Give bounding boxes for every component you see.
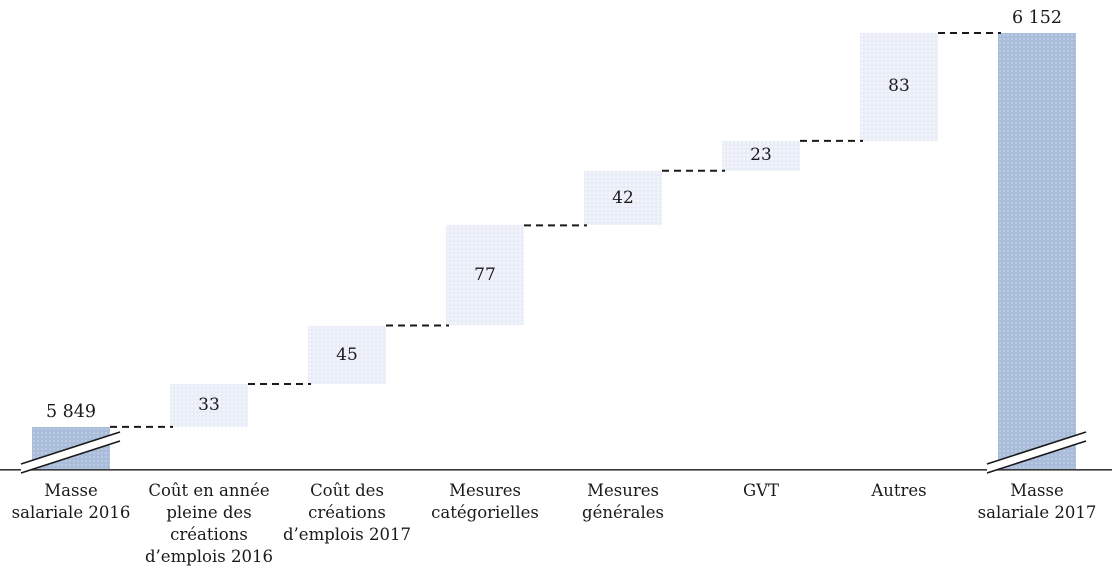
waterfall-bar-2: 33	[170, 384, 248, 427]
category-label-line: d’emplois 2017	[283, 525, 411, 544]
category-label-line: Coût des	[310, 481, 384, 500]
category-label-line: d’emplois 2016	[145, 547, 273, 566]
bar-value-label: 77	[474, 265, 496, 286]
bar-value-label: 45	[336, 344, 358, 365]
category-label-line: Mesures	[449, 481, 521, 500]
bar-value-label: 33	[198, 395, 220, 415]
waterfall-bar-3: 45	[308, 325, 386, 384]
category-label-line: créations	[170, 525, 248, 544]
category-label-line: pleine des	[166, 503, 252, 522]
category-label-7: Autres	[825, 480, 973, 502]
category-label-3: Coût des créations d’emplois 2017	[273, 480, 421, 546]
waterfall-bar-1	[32, 426, 110, 469]
waterfall-bar-5: 42	[584, 170, 662, 226]
category-label-6: GVT	[687, 480, 835, 502]
waterfall-bar-7: 83	[860, 33, 938, 141]
category-label-line: Coût en année	[148, 481, 270, 500]
category-label-line: Mesures	[587, 481, 659, 500]
category-label-4: Mesures catégorielles	[411, 480, 559, 524]
category-label-2: Coût en année pleine des créations d’emploi…	[135, 480, 283, 568]
category-label-line: salariale 2016	[11, 503, 131, 522]
category-label-line: Masse	[44, 481, 98, 500]
total-value-label: 6 152	[1011, 8, 1063, 28]
category-label-line: catégorielles	[431, 503, 539, 522]
category-label-line: Masse	[1010, 481, 1064, 500]
category-label-1: Masse salariale 2016	[0, 480, 145, 524]
category-label-line: créations	[308, 503, 386, 522]
total-value-label: 5 849	[45, 401, 97, 422]
category-label-line: Autres	[871, 481, 927, 500]
category-label-line: salariale 2017	[977, 503, 1097, 522]
category-label-line: GVT	[742, 481, 780, 500]
bar-value-label: 83	[888, 76, 910, 96]
category-label-line: générales	[582, 503, 664, 522]
waterfall-bar-4: 77	[446, 225, 524, 326]
waterfall-bar-8	[998, 33, 1076, 469]
category-label-8: Masse salariale 2017	[963, 480, 1111, 524]
category-label-5: Mesures générales	[549, 480, 697, 524]
bar-value-label: 23	[750, 144, 772, 165]
bar-value-label: 42	[612, 187, 634, 208]
waterfall-bar-6: 23	[722, 140, 800, 171]
